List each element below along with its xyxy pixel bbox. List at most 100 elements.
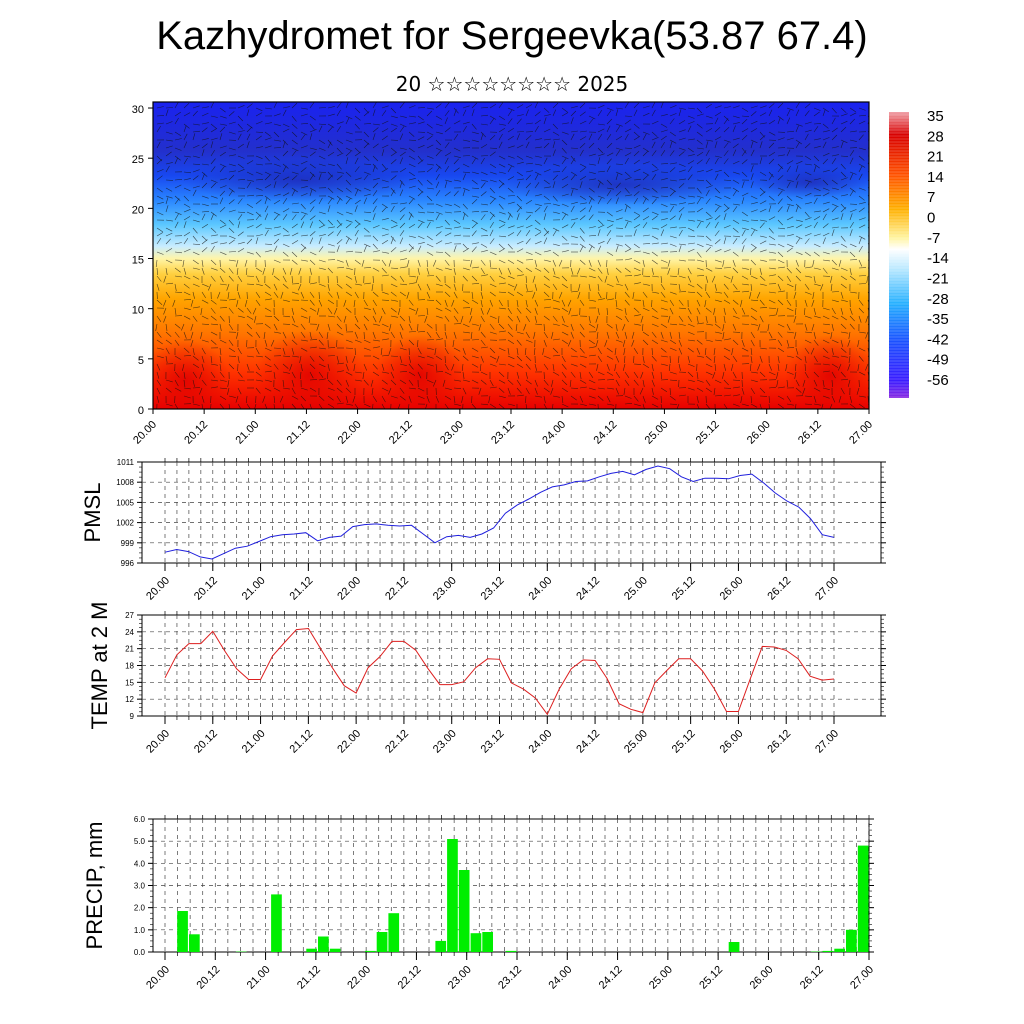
x-tick-label: 21.12 bbox=[288, 728, 316, 756]
x-tick-label: 25.00 bbox=[622, 728, 650, 756]
y-tick-label: 1005 bbox=[116, 498, 134, 507]
colorbar-label: -49 bbox=[927, 352, 949, 369]
chart-subtitle: 20 ☆☆☆☆☆☆☆☆ 2025 bbox=[395, 72, 629, 96]
x-tick-label: 25.00 bbox=[622, 575, 650, 603]
precip-bar bbox=[447, 839, 458, 952]
precip-bar bbox=[318, 936, 329, 952]
x-tick-label: 24.00 bbox=[526, 575, 554, 603]
y-tick-label: 4.0 bbox=[134, 859, 146, 868]
x-tick-label: 23.00 bbox=[431, 728, 459, 756]
x-tick-label: 25.00 bbox=[647, 964, 675, 992]
x-tick-label: 26.12 bbox=[765, 575, 793, 603]
x-tick-label: 20.00 bbox=[144, 575, 172, 603]
y-tick-label: 1011 bbox=[117, 458, 135, 467]
precip-bar bbox=[728, 942, 740, 952]
y-tick-label: 999 bbox=[121, 539, 135, 548]
y-tick-label: 2.0 bbox=[134, 904, 146, 913]
precip-bar bbox=[189, 934, 200, 952]
colorbar-labels: 35 28 21 14 7 0 -7 -14 -21 -28 -35 -42 -49 -56 bbox=[927, 108, 949, 389]
x-tick-label: 20.00 bbox=[131, 419, 159, 447]
x-tick-label: 23.00 bbox=[431, 575, 459, 603]
colorbar-ramp bbox=[889, 112, 909, 398]
colorbar-label: -28 bbox=[927, 291, 949, 308]
y-tick-label: 24 bbox=[125, 628, 134, 637]
y-tick-label: 996 bbox=[121, 559, 135, 568]
x-tick-label: 20.12 bbox=[192, 575, 220, 603]
colorbar-label: 21 bbox=[927, 149, 944, 166]
x-tick-label: 26.00 bbox=[718, 728, 746, 756]
x-tick-label: 25.12 bbox=[694, 419, 722, 447]
cold-core-2 bbox=[500, 165, 740, 205]
precip-panel: 0.0 1.0 2.0 3.0 4.0 5.0 6.0 20.00 20.12 21.00 21.1… bbox=[82, 815, 876, 992]
y-tick-label: 1008 bbox=[116, 478, 134, 487]
precip-bar bbox=[458, 870, 470, 952]
x-tick-label: 26.12 bbox=[765, 728, 793, 756]
y-axis-label: PRECIP, mm bbox=[82, 822, 107, 950]
precip-bar bbox=[388, 913, 400, 952]
y-tick-label: 12 bbox=[125, 695, 134, 704]
temp-panel: 9 12 15 18 21 24 27 20.00 20.12 21.00 21.12 22.00 22… bbox=[87, 602, 886, 756]
x-tick-label: 23.00 bbox=[438, 419, 466, 447]
x-tick-label: 22.12 bbox=[396, 964, 424, 992]
y-tick-label: 9 bbox=[130, 712, 135, 721]
x-tick-label: 21.12 bbox=[285, 419, 313, 447]
x-tick-label: 22.00 bbox=[335, 575, 363, 603]
y-tick-label: 30 bbox=[132, 104, 144, 116]
precip-bar bbox=[846, 929, 857, 952]
precip-bar bbox=[822, 950, 834, 952]
x-tick-label: 22.00 bbox=[335, 728, 363, 756]
temp-series-line bbox=[164, 627, 835, 716]
precip-bar bbox=[857, 845, 869, 952]
y-tick-label: 0.0 bbox=[134, 948, 146, 957]
pmsl-panel: 996 999 1002 1005 1008 1011 20.00 20.12 21.00 21.… bbox=[80, 458, 886, 603]
x-tick-label: 23.12 bbox=[489, 419, 517, 447]
pmsl-series-line bbox=[164, 465, 835, 560]
x-tick-label: 23.12 bbox=[479, 575, 507, 603]
y-tick-label: 3.0 bbox=[134, 882, 146, 891]
x-tick-label: 22.12 bbox=[383, 728, 411, 756]
colorbar-label: 7 bbox=[927, 189, 935, 206]
warm-core-3 bbox=[375, 335, 465, 409]
colorbar-label: 28 bbox=[927, 128, 944, 145]
chart-title: Kazhydromet for Sergeevka(53.87 67.4) bbox=[156, 14, 868, 58]
x-tick-label: 25.12 bbox=[697, 964, 725, 992]
y-tick-label: 5.0 bbox=[134, 837, 146, 846]
colorbar-label: 0 bbox=[927, 210, 935, 227]
colorbar-level-lines bbox=[889, 114, 909, 398]
cross-section-panel: 0 5 10 15 20 25 30 20.00 20.12 21.00 21.12 22.00 22.… bbox=[131, 101, 875, 447]
x-tick-label: 23.00 bbox=[446, 964, 474, 992]
x-tick-label: 21.12 bbox=[288, 575, 316, 603]
x-tick-label: 24.12 bbox=[574, 728, 602, 756]
x-tick-label: 20.12 bbox=[192, 728, 220, 756]
x-tick-label: 22.00 bbox=[345, 964, 373, 992]
x-tick-label: 20.00 bbox=[144, 728, 172, 756]
x-tick-label: 24.00 bbox=[540, 419, 568, 447]
cold-core-3 bbox=[750, 166, 869, 198]
precip-bar bbox=[482, 932, 493, 952]
y-axis-label: PMSL bbox=[80, 483, 105, 543]
y-tick-label: 1.0 bbox=[134, 926, 146, 935]
warm-core-1 bbox=[153, 340, 230, 409]
x-tick-label: 25.12 bbox=[670, 728, 698, 756]
precip-bar bbox=[834, 948, 845, 952]
y-tick-label: 21 bbox=[125, 645, 134, 654]
warm-core-4 bbox=[785, 335, 869, 409]
y-tick-label: 20 bbox=[132, 204, 144, 216]
precip-bar bbox=[306, 948, 317, 952]
x-tick-label: 21.00 bbox=[245, 964, 273, 992]
colorbar-label: -21 bbox=[927, 270, 949, 287]
y-tick-label: 27 bbox=[125, 611, 134, 620]
warm-core-2 bbox=[255, 330, 365, 409]
precip-bar bbox=[376, 932, 388, 952]
x-tick-label: 26.12 bbox=[796, 419, 824, 447]
colorbar-label: -42 bbox=[927, 331, 949, 348]
x-tick-label: 25.00 bbox=[643, 419, 671, 447]
x-tick-label: 21.00 bbox=[240, 728, 268, 756]
x-tick-label: 26.00 bbox=[718, 575, 746, 603]
y-tick-label: 6.0 bbox=[134, 815, 146, 824]
colorbar-label: -56 bbox=[927, 372, 949, 389]
x-tick-label: 21.00 bbox=[233, 419, 261, 447]
wind-barbs bbox=[155, 102, 869, 409]
colorbar: 35 28 21 14 7 0 -7 -14 -21 -28 -35 -42 -49 -56 bbox=[889, 108, 949, 398]
